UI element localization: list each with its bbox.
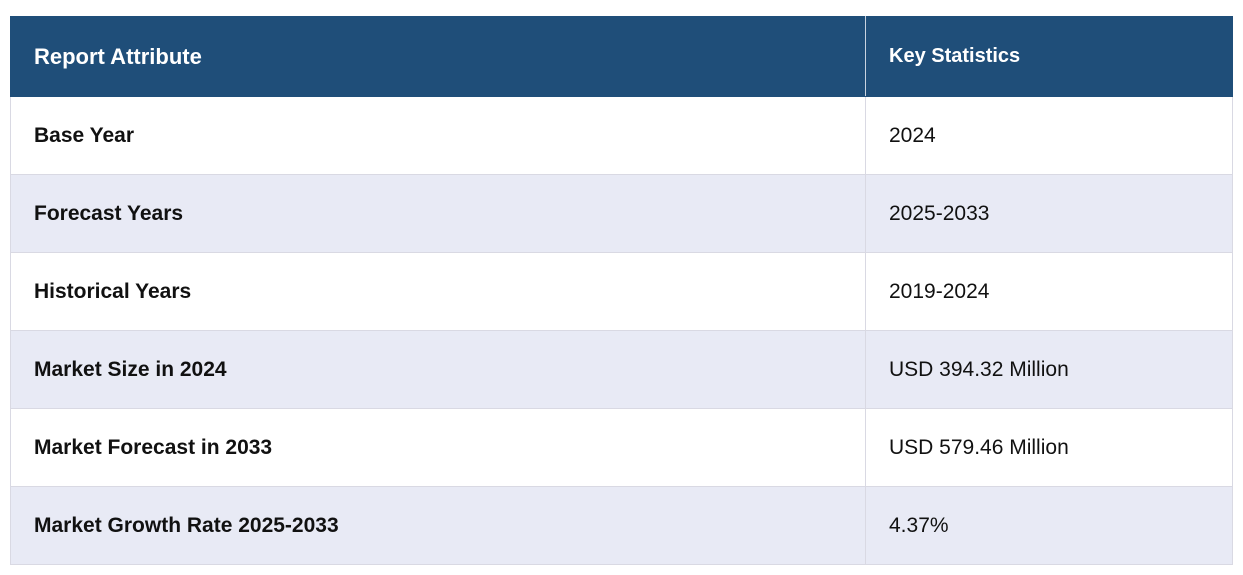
row-value: 2024: [865, 96, 1233, 175]
header-report-attribute: Report Attribute: [10, 16, 866, 97]
table-row: Historical Years 2019-2024: [10, 252, 1233, 331]
row-attribute: Historical Years: [10, 252, 866, 331]
table-header-row: Report Attribute Key Statistics: [10, 16, 1233, 97]
row-value: 4.37%: [865, 486, 1233, 565]
header-key-statistics: Key Statistics: [865, 16, 1233, 97]
table-row: Market Size in 2024 USD 394.32 Million: [10, 330, 1233, 409]
table-header: Report Attribute Key Statistics: [10, 16, 1233, 97]
row-value: 2025-2033: [865, 174, 1233, 253]
table-row: Base Year 2024: [10, 96, 1233, 175]
table-body: Base Year 2024 Forecast Years 2025-2033 …: [10, 96, 1233, 565]
row-value: USD 579.46 Million: [865, 408, 1233, 487]
row-attribute: Market Size in 2024: [10, 330, 866, 409]
row-value: 2019-2024: [865, 252, 1233, 331]
table-row: Market Growth Rate 2025-2033 4.37%: [10, 486, 1233, 565]
report-table: Report Attribute Key Statistics Base Yea…: [10, 16, 1233, 565]
report-table-container: Report Attribute Key Statistics Base Yea…: [10, 16, 1233, 565]
table-row: Forecast Years 2025-2033: [10, 174, 1233, 253]
row-value: USD 394.32 Million: [865, 330, 1233, 409]
row-attribute: Market Growth Rate 2025-2033: [10, 486, 866, 565]
row-attribute: Base Year: [10, 96, 866, 175]
table-row: Market Forecast in 2033 USD 579.46 Milli…: [10, 408, 1233, 487]
row-attribute: Forecast Years: [10, 174, 866, 253]
row-attribute: Market Forecast in 2033: [10, 408, 866, 487]
